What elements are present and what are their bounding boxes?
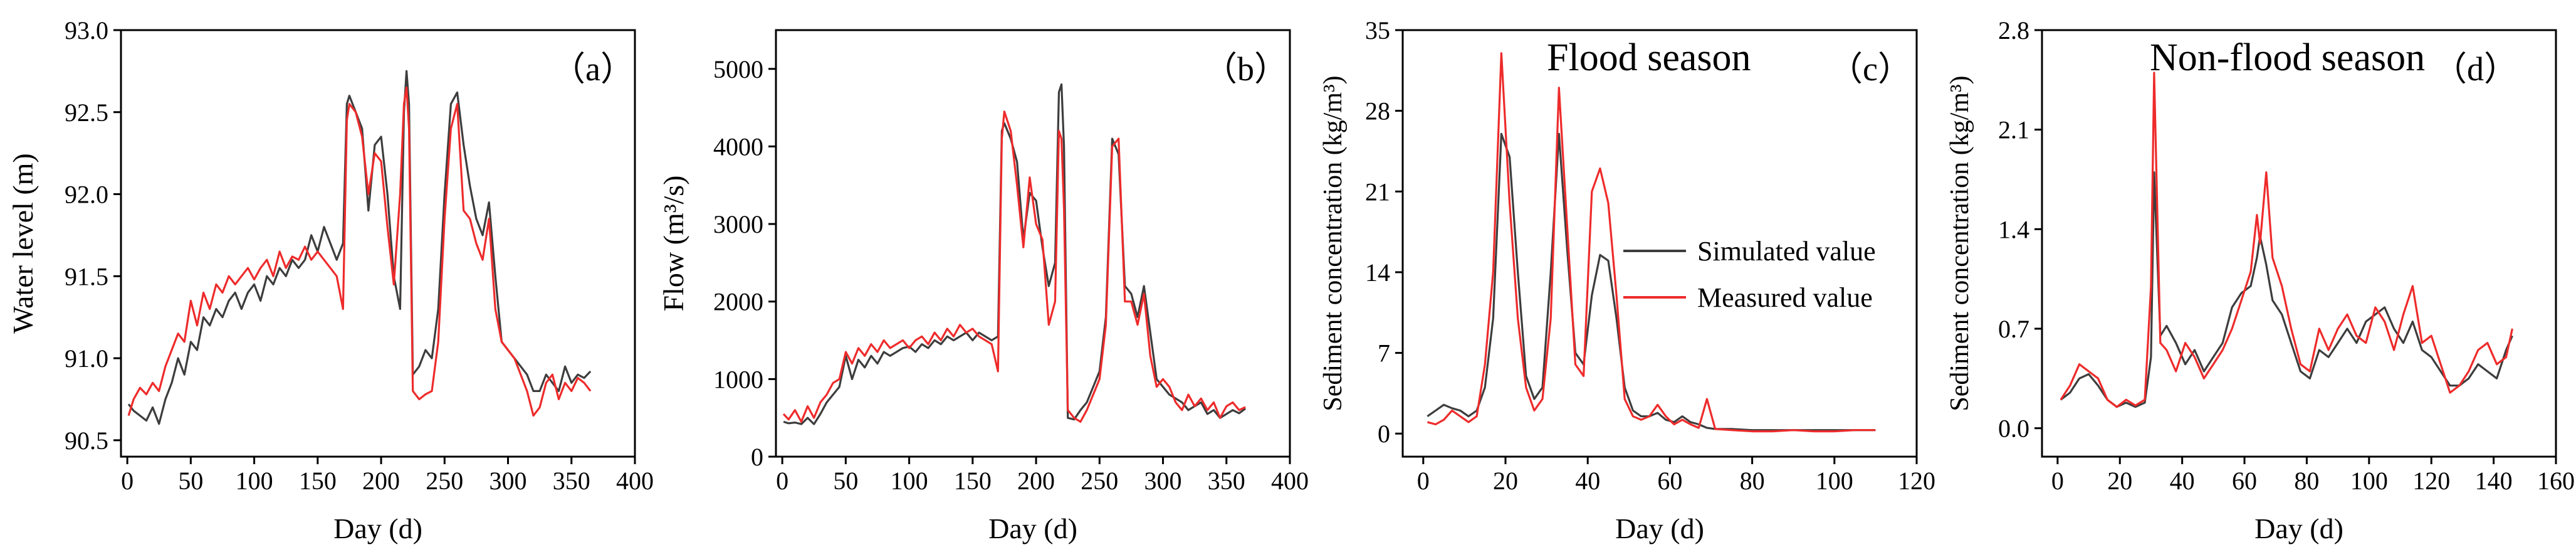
x-tick-label-b-6: 300 bbox=[1144, 467, 1182, 495]
y-tick-label-b-3: 3000 bbox=[713, 210, 763, 238]
y-tick-label-a-1: 91.0 bbox=[65, 344, 108, 373]
y-tick-label-d-4: 2.8 bbox=[1998, 16, 2029, 45]
x-tick-label-c-2: 40 bbox=[1575, 467, 1600, 495]
measured-series-line-b bbox=[782, 110, 1246, 423]
x-tick-label-b-0: 0 bbox=[776, 467, 788, 495]
panel-b: 0 50 100 150 200 250 300 350 4000100020003000400… bbox=[657, 29, 1309, 544]
x-tick-label-d-4: 80 bbox=[2294, 467, 2319, 495]
x-tick-label-c-3: 60 bbox=[1657, 467, 1682, 495]
y-tick-label-c-4: 28 bbox=[1365, 97, 1390, 125]
y-axis-label-a: Water level (m) bbox=[7, 153, 39, 333]
y-tick-label-a-3: 92.0 bbox=[65, 181, 108, 209]
x-tick-label-d-5: 100 bbox=[2350, 467, 2388, 495]
y-tick-label-b-1: 1000 bbox=[713, 365, 763, 393]
panel-a: 0 50 100 150 200 250 300 350 400 90.5 91.0 91.5 92.0… bbox=[7, 16, 654, 544]
measured-series-line-c bbox=[1427, 52, 1876, 433]
panel-d: 0 20 40 60 80 100 120 140 160 0.0 0.7 1.4 2.1 2.8 Non… bbox=[1945, 16, 2575, 544]
y-tick-label-c-5: 35 bbox=[1365, 16, 1390, 45]
y-axis-label-b: Flow (m³/s) bbox=[657, 176, 689, 312]
chart-title-c: Flood season bbox=[1547, 36, 1751, 79]
x-tick-label-a-5: 250 bbox=[426, 467, 463, 495]
plot-area-a: 0 50 100 150 200 250 300 350 400 90.5 91.0 91.5 92.0… bbox=[65, 16, 654, 495]
x-axis-label-a: Day (d) bbox=[333, 512, 422, 544]
x-tick-label-d-7: 140 bbox=[2475, 467, 2513, 495]
plot-frame-d bbox=[2041, 29, 2557, 458]
x-tick-label-d-3: 60 bbox=[2232, 467, 2257, 495]
measured-series-line-d bbox=[2060, 72, 2513, 408]
x-axis-label-d: Day (d) bbox=[2254, 512, 2343, 544]
y-tick-label-c-0: 0 bbox=[1378, 420, 1390, 448]
y-tick-label-a-2: 91.5 bbox=[65, 262, 108, 290]
y-axis-label-d: Sediment concentration (kg/m³) bbox=[1945, 75, 1974, 411]
x-tick-label-d-2: 40 bbox=[2170, 467, 2195, 495]
plot-area-d: 0 20 40 60 80 100 120 140 160 0.0 0.7 1.4 2.1 2.8 bbox=[1998, 16, 2575, 495]
x-tick-label-b-5: 250 bbox=[1081, 467, 1118, 495]
x-axis-label-b: Day (d) bbox=[988, 512, 1077, 544]
x-tick-label-b-4: 200 bbox=[1017, 467, 1055, 495]
legend: Simulated value Measured value bbox=[1623, 236, 1876, 313]
x-tick-label-b-7: 350 bbox=[1208, 467, 1245, 495]
x-tick-label-b-8: 400 bbox=[1271, 467, 1309, 495]
panel-label-a: （a） bbox=[552, 50, 634, 88]
y-tick-label-a-4: 92.5 bbox=[65, 98, 108, 127]
x-tick-label-d-6: 120 bbox=[2412, 467, 2450, 495]
simulated-series-line-b bbox=[783, 83, 1247, 425]
y-tick-label-c-3: 21 bbox=[1365, 178, 1390, 206]
x-tick-label-a-6: 300 bbox=[490, 467, 527, 495]
y-tick-label-d-3: 2.1 bbox=[1998, 116, 2029, 144]
x-tick-label-c-6: 120 bbox=[1898, 467, 1935, 495]
plot-frame-a bbox=[120, 29, 636, 458]
legend-measured-label: Measured value bbox=[1697, 282, 1873, 313]
x-axis-label-c: Day (d) bbox=[1615, 512, 1704, 544]
x-tick-label-a-8: 400 bbox=[616, 467, 654, 495]
y-tick-label-c-1: 7 bbox=[1378, 339, 1390, 368]
y-tick-label-d-1: 0.7 bbox=[1998, 315, 2029, 343]
simulated-series-line-d bbox=[2060, 171, 2513, 408]
plot-area-b: 0 50 100 150 200 250 300 350 4000100020003000400… bbox=[713, 55, 1309, 495]
panel-label-b: （b） bbox=[1203, 50, 1288, 88]
y-axis-label-c: Sediment concentration (kg/m³) bbox=[1319, 75, 1348, 411]
y-tick-label-a-5: 93.0 bbox=[65, 16, 108, 45]
x-tick-label-b-3: 150 bbox=[954, 467, 992, 495]
y-tick-label-b-4: 4000 bbox=[713, 132, 763, 161]
x-tick-label-c-4: 80 bbox=[1740, 467, 1765, 495]
x-tick-label-b-2: 100 bbox=[891, 467, 928, 495]
y-tick-label-b-0: 0 bbox=[751, 443, 763, 471]
x-tick-label-a-1: 50 bbox=[178, 467, 203, 495]
x-tick-label-d-0: 0 bbox=[2051, 467, 2064, 495]
panel-label-c: （c） bbox=[1829, 50, 1912, 88]
plot-area-c: 0 20 40 60 80 100 120 0 7 14 21 28 35 bbox=[1365, 16, 1935, 495]
y-tick-label-c-2: 14 bbox=[1365, 258, 1390, 287]
y-tick-label-b-5: 5000 bbox=[713, 55, 763, 83]
plot-frame-b bbox=[775, 29, 1291, 458]
x-tick-label-d-1: 20 bbox=[2107, 467, 2132, 495]
x-tick-label-a-3: 150 bbox=[299, 467, 337, 495]
y-tick-label-a-0: 90.5 bbox=[65, 427, 108, 455]
x-tick-label-c-5: 100 bbox=[1816, 467, 1853, 495]
x-tick-label-b-1: 50 bbox=[833, 467, 858, 495]
legend-simulated-label: Simulated value bbox=[1697, 236, 1876, 267]
chart-title-d: Non-flood season bbox=[2150, 36, 2425, 79]
x-tick-label-c-1: 20 bbox=[1493, 467, 1518, 495]
panel-c: 0 20 40 60 80 100 120 0 7 14 21 28 35 Flood season （… bbox=[1319, 16, 1935, 544]
y-tick-label-d-0: 0.0 bbox=[1998, 415, 2029, 443]
x-tick-label-a-0: 0 bbox=[121, 467, 134, 495]
y-tick-label-b-2: 2000 bbox=[713, 288, 763, 316]
measured-series-line-a bbox=[127, 86, 592, 417]
plot-frame-c bbox=[1401, 29, 1918, 458]
x-tick-label-c-0: 0 bbox=[1417, 467, 1430, 495]
x-tick-label-a-4: 200 bbox=[362, 467, 400, 495]
panel-label-d: （d） bbox=[2433, 50, 2518, 88]
x-tick-label-a-2: 100 bbox=[236, 467, 273, 495]
x-tick-label-d-8: 160 bbox=[2537, 467, 2575, 495]
x-tick-label-a-7: 350 bbox=[553, 467, 590, 495]
y-tick-label-d-2: 1.4 bbox=[1998, 215, 2029, 243]
